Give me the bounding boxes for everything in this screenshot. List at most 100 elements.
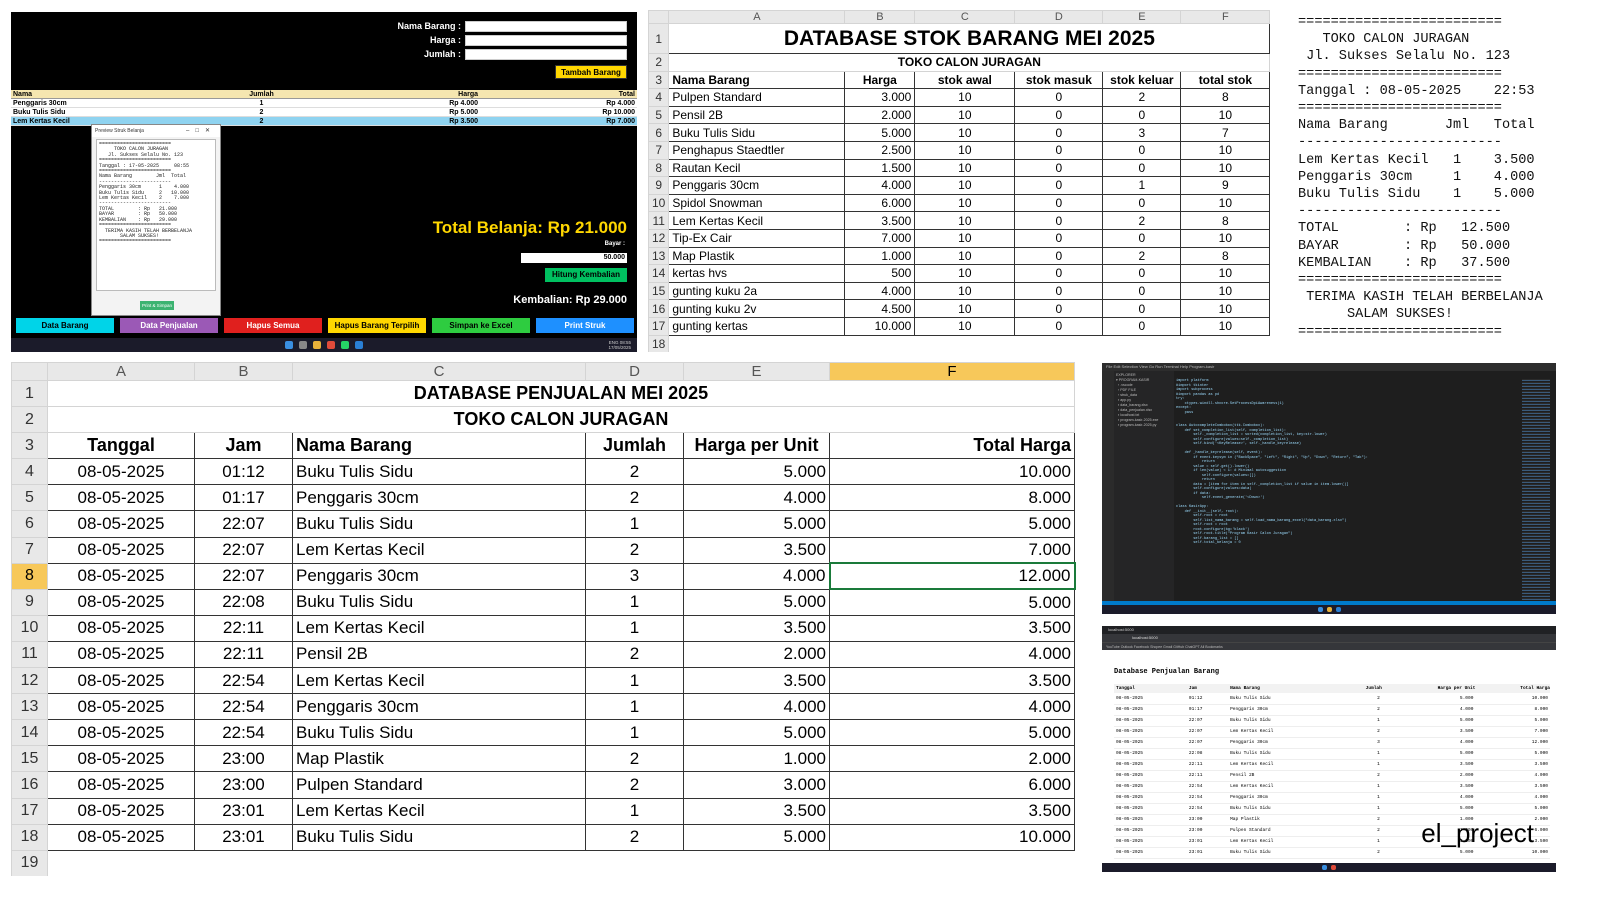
sales-cell[interactable]: 1 (585, 719, 684, 747)
sales-cell[interactable]: 08-05-2025 (47, 667, 195, 695)
sales-cell[interactable]: 5.000 (829, 510, 1075, 538)
column-letter[interactable]: B (194, 362, 293, 381)
sales-cell[interactable]: 08-05-2025 (47, 823, 195, 851)
sales-cell[interactable]: 1 (585, 797, 684, 825)
stock-cell[interactable]: 0 (1014, 193, 1104, 213)
stock-cell[interactable]: 1 (1102, 176, 1182, 195)
stock-cell[interactable]: 2.500 (844, 140, 916, 160)
column-letter[interactable]: C (914, 10, 1016, 24)
stock-cell[interactable]: 9 (1180, 176, 1271, 195)
folder-icon[interactable] (313, 341, 321, 349)
sales-cell[interactable]: 2.000 (683, 640, 830, 669)
sales-title[interactable]: DATABASE PENJUALAN MEI 2025 (47, 379, 1075, 408)
sales-cell[interactable]: 8.000 (829, 484, 1075, 512)
chrome-icon[interactable] (1331, 865, 1336, 870)
table-row[interactable]: 08-05-2025 22:11 Lem Kertas Kecil 1 3.500 3.5… (1114, 759, 1550, 771)
sales-cell[interactable]: 10.000 (829, 458, 1075, 486)
stock-cell[interactable]: 10 (1180, 193, 1271, 213)
stock-cell[interactable]: 0 (1014, 211, 1104, 230)
stock-cell[interactable]: 5.000 (844, 123, 916, 142)
stock-cell[interactable]: 10 (914, 228, 1016, 248)
sales-cell[interactable]: 4.000 (683, 484, 830, 512)
sales-cell[interactable]: 6.000 (829, 771, 1075, 799)
stock-cell[interactable]: 0 (1102, 281, 1182, 301)
folder-icon[interactable] (1326, 607, 1332, 612)
sales-cell[interactable]: 3 (585, 562, 684, 590)
sales-cell[interactable]: 08-05-2025 (47, 510, 195, 538)
sales-cell[interactable]: 7.000 (829, 536, 1075, 564)
table-row[interactable]: 08-05-2025 23:00 Map Plastik 2 1.000 2.000 (1114, 814, 1550, 826)
sales-cell[interactable]: 5.000 (683, 588, 830, 616)
sales-cell[interactable]: 3.500 (683, 667, 830, 695)
table-row[interactable]: 08-05-2025 22:54 Penggaris 30cm 1 4.000 4.000 (1114, 792, 1550, 804)
stock-cell[interactable]: 1.500 (844, 158, 916, 178)
sales-cell[interactable]: 1 (585, 614, 684, 642)
cart-row[interactable]: Buku Tulis Sidu 2 Rp 5.000 Rp 10.000 (11, 108, 637, 117)
sales-cell[interactable]: 3.500 (829, 667, 1075, 695)
stock-cell[interactable]: 3.500 (844, 211, 916, 230)
sales-cell[interactable]: 08-05-2025 (47, 458, 195, 486)
sales-cell[interactable]: 08-05-2025 (47, 614, 195, 642)
table-row[interactable]: 08-05-2025 01:17 Penggaris 30cm 2 4.000 8.000 (1114, 704, 1550, 716)
sales-cell[interactable]: Penggaris 30cm (292, 693, 586, 721)
sales-cell[interactable]: 22:11 (194, 640, 293, 669)
column-letter[interactable]: D (585, 362, 684, 381)
stock-subtitle[interactable]: TOKO CALON JURAGAN (668, 53, 1271, 72)
stock-cell[interactable]: 0 (1014, 176, 1104, 195)
print-simpan-button[interactable]: Print & Simpan (140, 301, 174, 310)
stock-cell[interactable]: 10 (1180, 105, 1271, 125)
cart-row[interactable]: Penggaris 30cm 1 Rp 4.000 Rp 4.000 (11, 99, 637, 108)
whatsapp-icon[interactable] (341, 341, 349, 349)
column-letter[interactable]: F (829, 362, 1075, 381)
explorer-panel[interactable]: EXPLORER ▾ PROGRAM-KASIR › .vscode › PDF… (1114, 371, 1174, 601)
sales-cell[interactable]: Pulpen Standard (292, 771, 586, 799)
sales-cell[interactable]: 1 (585, 667, 684, 695)
stock-cell[interactable]: 10 (914, 316, 1016, 336)
sales-cell[interactable]: 08-05-2025 (47, 797, 195, 825)
stock-cell[interactable]: 10 (1180, 140, 1271, 160)
stock-cell[interactable]: Buku Tulis Sidu (668, 123, 846, 142)
stock-cell[interactable]: 0 (1014, 299, 1104, 318)
stock-cell[interactable]: 2 (1102, 211, 1182, 230)
stock-header-cell[interactable]: Nama Barang (668, 70, 846, 90)
search-icon[interactable] (299, 341, 307, 349)
sales-cell[interactable]: 1.000 (683, 745, 830, 773)
column-letter[interactable]: F (1180, 10, 1271, 24)
sales-cell[interactable]: 1 (585, 693, 684, 721)
sales-cell[interactable]: 2 (585, 771, 684, 799)
sales-cell[interactable]: 08-05-2025 (47, 484, 195, 512)
sales-cell[interactable]: 3.500 (683, 536, 830, 564)
stock-cell[interactable]: 1.000 (844, 246, 916, 266)
stock-header-cell[interactable]: stok awal (914, 70, 1016, 90)
sales-cell[interactable]: 4.000 (683, 562, 830, 590)
stock-cell[interactable]: 10 (914, 246, 1016, 266)
window-controls[interactable]: –□✕ (186, 128, 216, 134)
sales-cell[interactable]: 01:17 (194, 484, 293, 512)
stock-cell[interactable]: 0 (1014, 105, 1104, 125)
bookmarks-bar[interactable]: YouTube Outlook Facebook Shopee Gmail Gi… (1102, 642, 1556, 650)
sales-cell[interactable]: Lem Kertas Kecil (292, 536, 586, 564)
stock-cell[interactable]: 10 (1180, 281, 1271, 301)
stock-cell[interactable]: gunting kuku 2v (668, 299, 846, 318)
sales-cell[interactable]: 22:07 (194, 562, 293, 590)
sales-cell[interactable]: 2 (585, 640, 684, 669)
column-letter[interactable]: C (292, 362, 586, 381)
sales-cell[interactable]: 22:54 (194, 667, 293, 695)
stock-header-cell[interactable]: total stok (1180, 70, 1271, 90)
stock-cell[interactable]: Pulpen Standard (668, 88, 846, 107)
sales-cell[interactable]: 5.000 (683, 823, 830, 851)
sales-cell[interactable]: 2 (585, 484, 684, 512)
stock-cell[interactable]: gunting kertas (668, 316, 846, 336)
sales-cell[interactable]: Buku Tulis Sidu (292, 510, 586, 538)
stock-cell[interactable]: 0 (1014, 281, 1104, 301)
column-letter[interactable]: E (683, 362, 830, 381)
stock-cell[interactable]: 0 (1102, 105, 1182, 125)
minimap[interactable] (1522, 379, 1550, 601)
stock-cell[interactable]: 4.500 (844, 299, 916, 318)
sales-cell[interactable]: 3.500 (683, 614, 830, 642)
sales-cell[interactable]: 10.000 (829, 823, 1075, 851)
stock-cell[interactable]: Rautan Kecil (668, 158, 846, 178)
sales-cell[interactable]: 4.000 (683, 693, 830, 721)
sales-cell[interactable]: 3.500 (829, 614, 1075, 642)
nama-barang-combobox[interactable] (465, 20, 627, 32)
